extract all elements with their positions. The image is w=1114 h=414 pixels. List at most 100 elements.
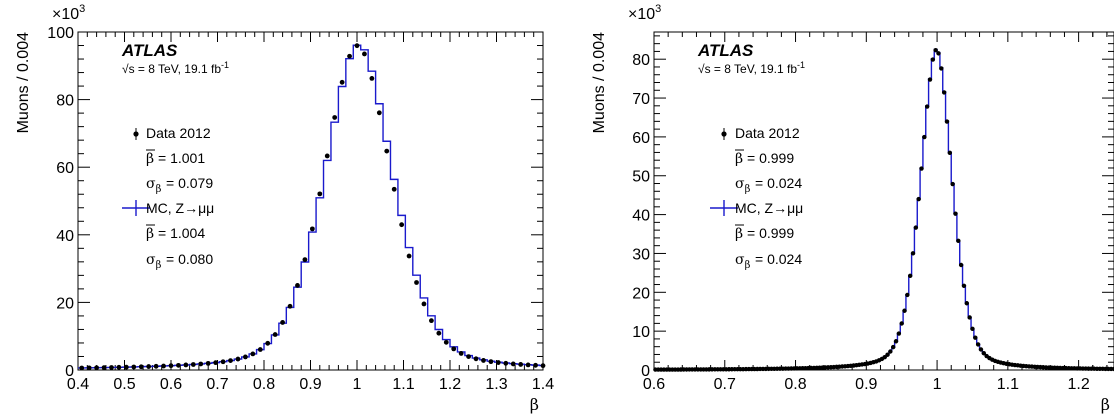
y-tick-label: 100 (47, 25, 74, 42)
legend-data-sigma-symbol: σβ (146, 176, 162, 195)
data-point (525, 362, 531, 368)
data-point (947, 150, 953, 156)
data-point (451, 346, 457, 352)
legend-data-marker (721, 131, 727, 137)
y-tick-label: 60 (56, 160, 74, 177)
data-point (961, 283, 967, 289)
data-point (495, 360, 501, 365)
data-point (893, 339, 899, 344)
data-points (79, 43, 546, 371)
data-point (138, 364, 144, 370)
x-tick-label: 0.6 (643, 376, 665, 393)
energy-exponent: -1 (221, 60, 229, 70)
legend-mc-label: MC, Z→μμ (735, 200, 803, 216)
data-point (213, 360, 219, 366)
y-multiplier-label: ×103 (52, 3, 85, 23)
data-point (190, 362, 196, 367)
x-tick-label: 0.8 (253, 376, 275, 393)
data-point (391, 186, 397, 192)
y-tick-label: 50 (632, 169, 650, 186)
legend-mc-mean: = 0.999 (747, 225, 794, 241)
data-points (653, 47, 1114, 372)
data-point (354, 43, 360, 49)
y-tick-label: 40 (632, 208, 650, 225)
x-tick-label: 0.7 (714, 376, 736, 393)
x-axis-title: β (1101, 395, 1110, 414)
data-point (503, 360, 509, 366)
data-point (250, 351, 256, 357)
mc-histogram-line (654, 48, 1114, 371)
data-point (899, 321, 904, 326)
data-point (161, 363, 166, 369)
atlas-label: ATLAS (697, 41, 754, 60)
legend-mc-sigma-subscript: β (156, 260, 162, 271)
y-multiplier-exponent: 3 (655, 3, 661, 15)
data-point (339, 79, 345, 85)
legend-data-sigma-subscript: β (156, 184, 162, 195)
data-point (414, 280, 419, 285)
legend-mc-sigma-symbol: σβ (146, 252, 162, 271)
data-point (436, 330, 442, 336)
data-point (94, 365, 99, 371)
data-point (406, 253, 412, 259)
data-point (153, 363, 159, 369)
x-tick-label: 0.6 (160, 376, 182, 393)
data-point (924, 104, 930, 109)
y-multiplier-exponent: 3 (79, 3, 85, 15)
data-point (168, 363, 174, 369)
data-point (891, 344, 896, 350)
data-point (332, 115, 338, 120)
legend-data-mean: = 0.999 (747, 150, 794, 166)
data-point (86, 365, 92, 371)
data-point (265, 340, 271, 346)
data-point (930, 57, 936, 62)
y-axis-title: Muons / 0.004 (15, 32, 32, 134)
data-point (885, 352, 890, 357)
data-point (953, 211, 958, 216)
y-tick-label: 80 (632, 52, 650, 69)
plot-frame (653, 31, 1114, 371)
legend-data-sigma-symbol: σβ (735, 176, 751, 195)
y-tick-label: 20 (56, 295, 74, 312)
data-point (916, 196, 921, 202)
data-point (970, 326, 975, 332)
data-point (131, 364, 137, 370)
data-point (922, 134, 927, 140)
data-point (272, 332, 278, 337)
legend-mc-label: MC, Z→μμ (146, 200, 214, 216)
data-point (964, 301, 969, 306)
data-point (944, 119, 950, 124)
data-point (540, 363, 546, 369)
chart-panel-2: 0.6 0.7 0.8 0.9 1 1.1 1.2 0 10 20 30 40 50 60 70 80 ×103… (591, 3, 1114, 414)
data-point (287, 303, 293, 309)
data-point (183, 362, 189, 368)
data-point (176, 362, 181, 368)
legend-mc-mean-symbol: β (146, 226, 154, 242)
data-point (1111, 366, 1114, 372)
x-tick-label: 1.2 (439, 376, 461, 393)
data-point (927, 77, 933, 82)
x-tick-label: 0.4 (67, 376, 89, 393)
x-tick-label: 0.8 (784, 376, 806, 393)
data-point (956, 238, 961, 244)
data-point (910, 251, 916, 256)
x-tick-label: 0.9 (299, 376, 321, 393)
mc-histogram-line (78, 44, 543, 369)
legend-data-sigma-subscript: β (745, 184, 751, 195)
legend-data-mean-symbol: β (735, 151, 743, 167)
data-point (458, 351, 464, 356)
data-point (973, 335, 978, 340)
y-tick-label: 40 (56, 228, 74, 245)
legend-data-sigma: = 0.079 (166, 175, 213, 191)
data-point (79, 365, 85, 371)
x-tick-label: 1.2 (1067, 376, 1089, 393)
y-tick-label: 30 (632, 246, 650, 263)
y-multiplier-label: ×103 (628, 3, 661, 23)
data-point (369, 76, 375, 81)
x-tick-label: 1 (353, 376, 362, 393)
data-point (324, 153, 330, 159)
data-point (302, 257, 308, 263)
data-point (376, 110, 382, 116)
legend-data-mean: = 1.001 (158, 150, 205, 166)
y-tick-label: 10 (632, 324, 650, 341)
